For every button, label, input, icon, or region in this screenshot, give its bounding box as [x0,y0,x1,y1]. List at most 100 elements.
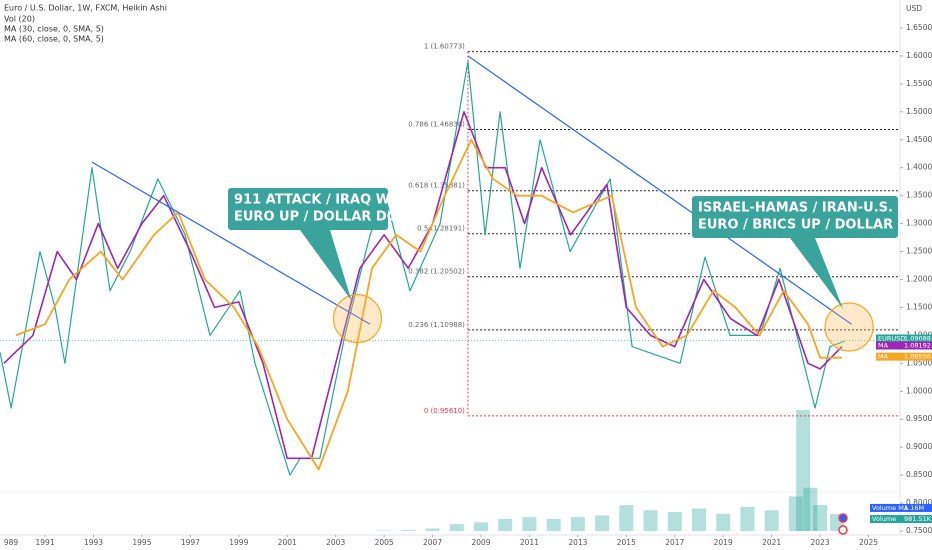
price-tag-name: MA [878,341,889,349]
volume-bar [474,522,489,531]
callout-text: EURO UP / DOLLAR DOWN [234,210,423,225]
volume-bar [803,487,818,531]
indicator-label: MA (60, close, 0, SMA, 5) [4,35,104,44]
x-tick-label: 2011 [520,538,539,547]
fib-label: 0.5 (1.28191) [417,225,465,233]
x-tick-label: 2007 [423,538,442,547]
volume-bar [570,517,585,531]
x-tick-label: 1997 [181,538,200,547]
volume-tag [870,515,932,524]
price-tag-name: MA [878,353,889,361]
y-tick-label: 1.50000 [906,107,932,116]
callout-tail [300,230,352,301]
callout-text: EURO / BRICS UP / DOLLAR DOWN [698,218,932,233]
y-tick-label: 1.25000 [906,247,932,256]
volume-bar [619,505,634,531]
y-tick-label: 1.55000 [906,79,932,88]
volume-bar [377,530,392,531]
series-line [15,138,842,471]
volume-bar [449,524,464,531]
callout-text: ISRAEL-HAMAS / IRAN-U.S. WARS [698,201,932,216]
trendline [467,55,852,325]
fib-label: 0.618 (1.35881) [408,182,465,190]
x-tick-label: 2025 [859,538,878,547]
y-tick-label: 1.05000 [906,358,932,367]
x-tick-label: 2021 [762,538,781,547]
y-tick-label: 1.45000 [906,135,932,144]
indicator-label: Vol (20) [4,15,35,24]
callout-box [228,188,388,230]
volume-bar [498,518,513,531]
x-tick-label: 1995 [132,538,151,547]
x-tick-label: 1999 [229,538,248,547]
price-tag-name: EURUSD [878,334,905,342]
fib-label: 0 (0.95610) [424,407,465,415]
volume-bar [691,508,706,531]
volume-bar [788,496,803,531]
y-tick-label: 1.20000 [906,275,932,284]
callout-box [692,196,898,238]
y-tick-label: 1.60000 [906,51,932,60]
plot: 1 (1.60773) 0.786 (1.46838) 0.618 (1.35881… [0,43,932,531]
price-tag-value: 1.09088 [904,334,931,342]
volume-bar [522,517,537,531]
volume-tag-name: Volume MA [872,504,909,512]
x-tick-label: 2005 [375,538,394,547]
price-tag-value: 1.06556 [904,353,931,361]
x-tick-label: 2017 [665,538,684,547]
price-tag-value: 1.08192 [904,341,931,349]
volume-bar [796,410,811,531]
fib-label: 0.382 (1.20502) [408,268,465,276]
x-tick-label: 2019 [714,538,733,547]
highlight-circle [332,294,383,344]
y-tick-label: 1.30000 [906,219,932,228]
x-tick-label: 2013 [568,538,587,547]
y-tick-label: 1.00000 [906,386,932,395]
volume-tag-value: 981.51K [904,515,932,523]
price-tag [876,352,932,361]
x-tick-label: 1993 [84,538,103,547]
x-tick-label: 1991 [36,538,55,547]
symbol-title: Euro / U.S. Dollar, 1W, FXCM, Heikin Ash… [4,4,167,13]
x-tick-label: 2003 [326,538,345,547]
callout-text: 911 ATTACK / IRAQ WAR [234,193,410,208]
volume-bar [764,510,779,531]
volume-bar [667,511,682,531]
x-tick-label: 989 [4,538,19,547]
indicator-label: MA (30, close, 0, SMA, 5) [4,25,104,34]
highlight-circle [824,302,874,352]
y-tick-label: 1.40000 [906,163,932,172]
y-tick-label: 1.65000 [906,23,932,32]
price-tag [876,334,932,343]
x-tick-label: 2001 [278,538,297,547]
y-tick-label: 1.15000 [906,302,932,311]
callout-tail [790,238,844,310]
volume-bar [716,513,731,531]
alert-icon[interactable] [838,513,848,523]
trendline [91,161,371,325]
volume-bar [546,518,561,531]
volume-bar [595,515,610,531]
x-tick-label: 2015 [617,538,636,547]
volume-bar [740,506,755,531]
x-tick-label: 2023 [811,538,830,547]
volume-tag-value: 1.16M [904,504,924,512]
currency-label: USD [906,4,922,13]
fib-label: 1 (1.60773) [424,43,465,51]
volume-bar [401,529,416,531]
volume-bar [813,505,828,531]
volume-bar [425,528,440,531]
y-tick-label: 0.95000 [906,414,932,423]
volume-bar [643,510,658,531]
x-tick-label: 2009 [471,538,490,547]
fib-label: 0.786 (1.46838) [408,121,465,129]
price-tag [876,341,932,350]
event-icon[interactable] [838,525,848,535]
volume-tag-name: Volume [872,515,896,523]
